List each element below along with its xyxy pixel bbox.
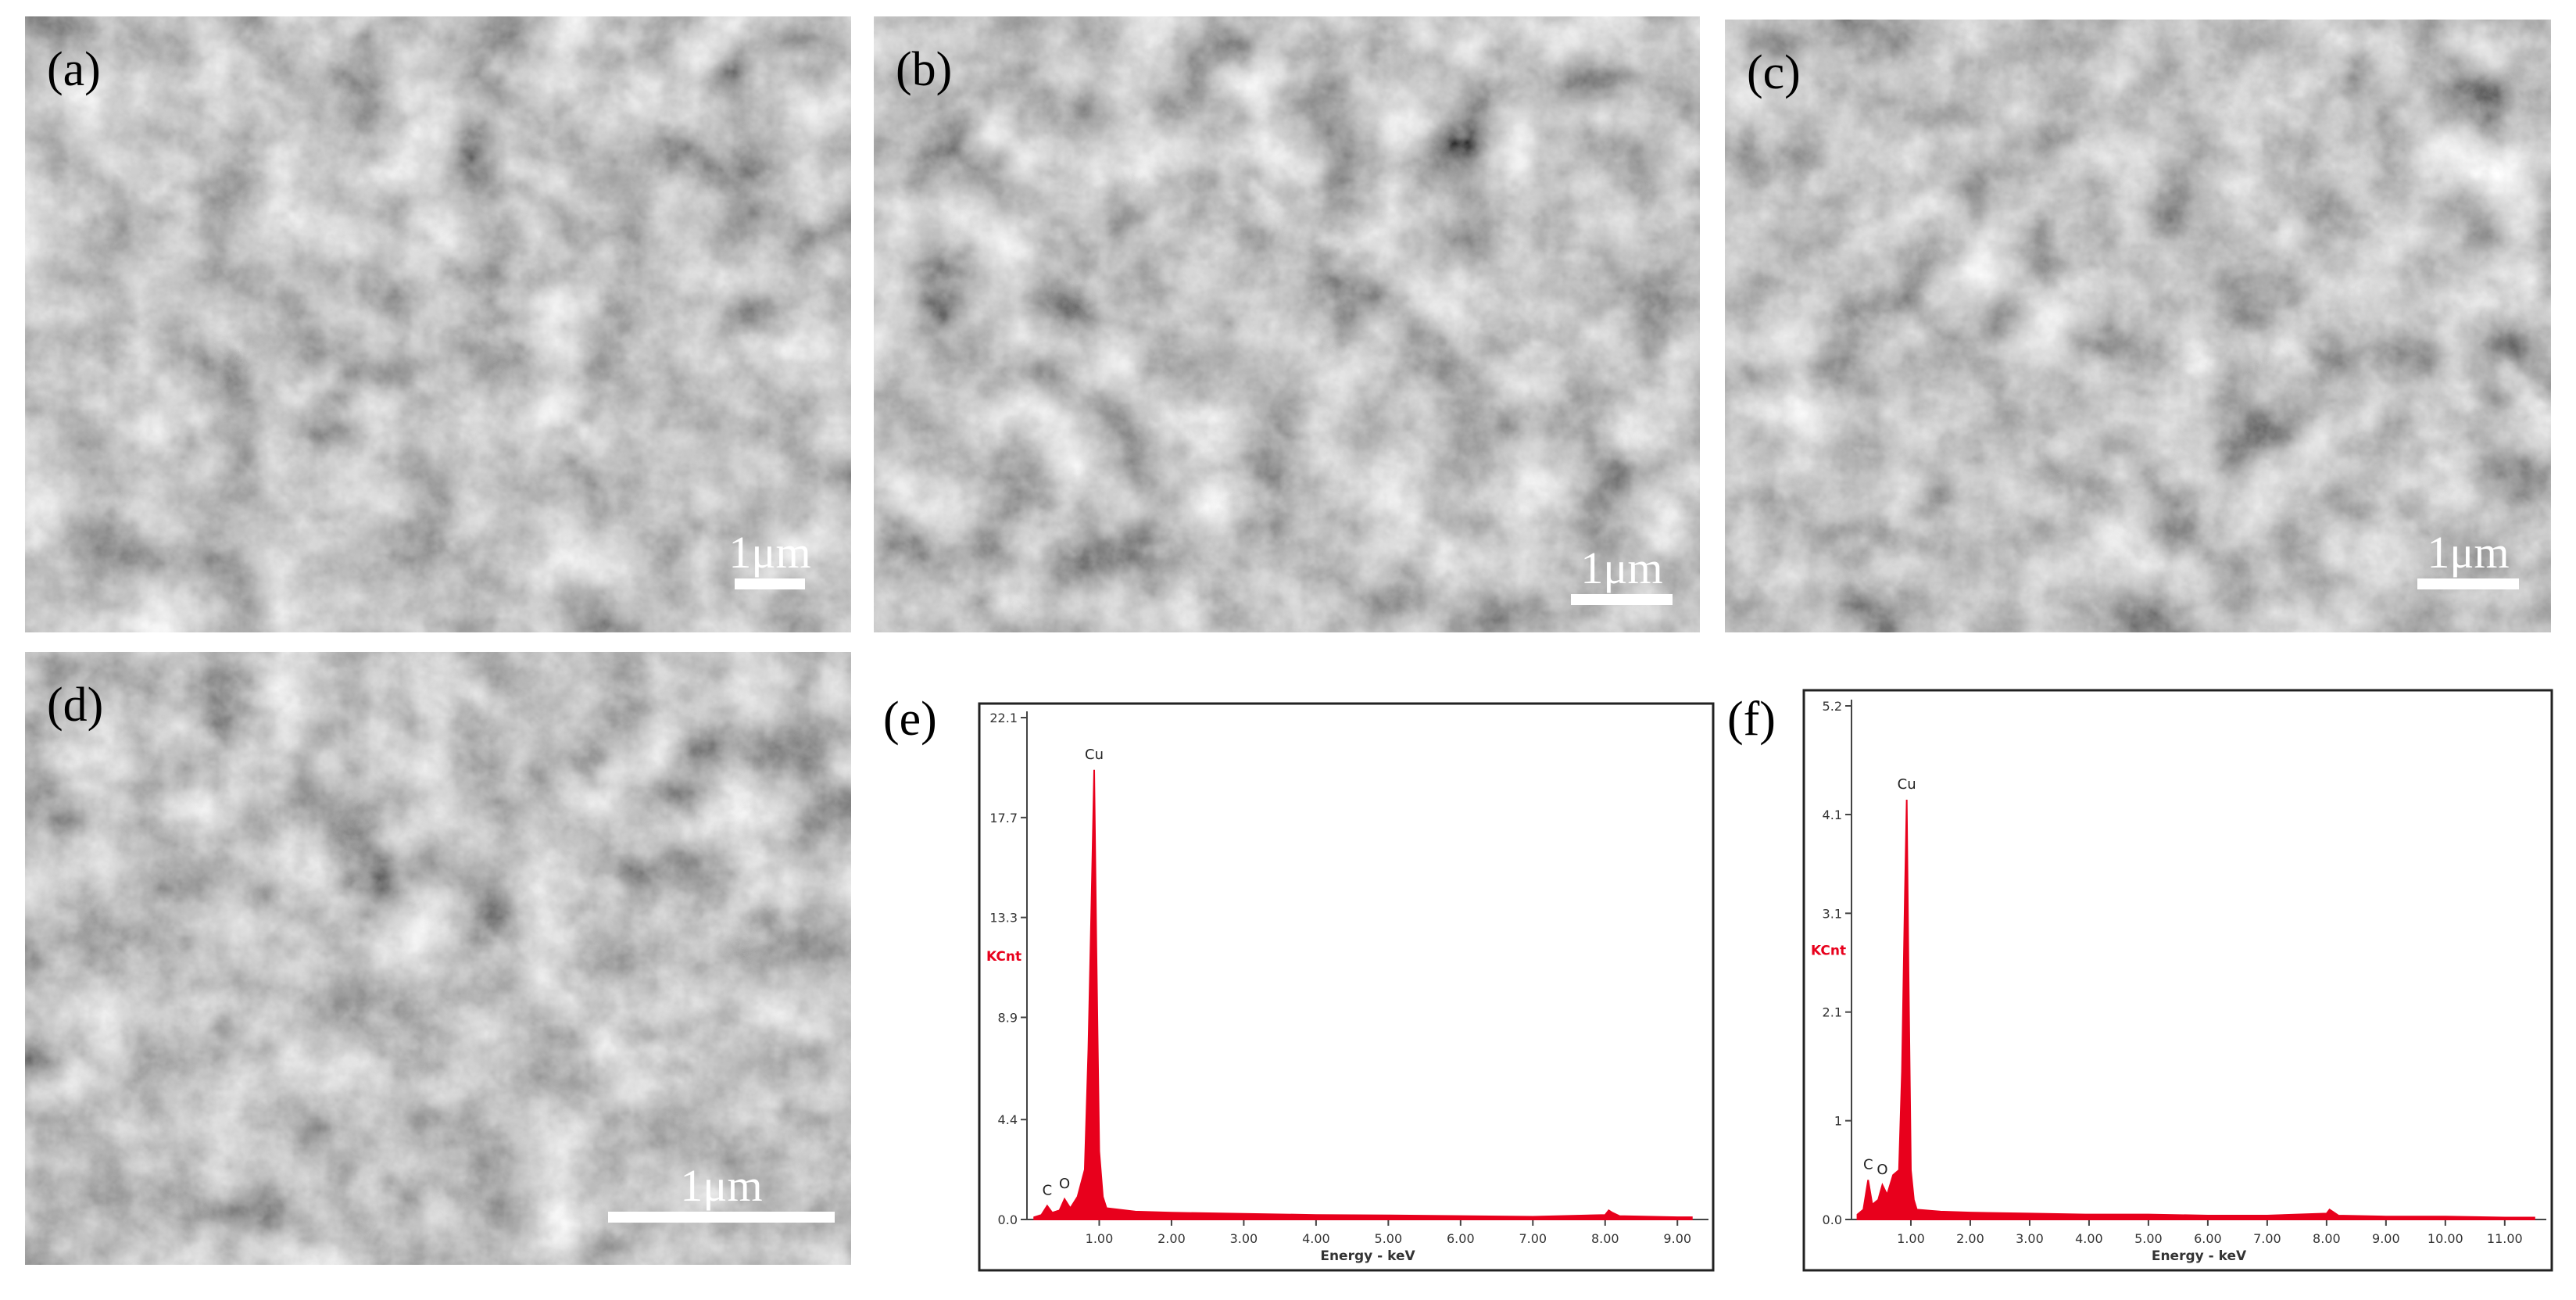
y-tick-label: 4.4 [998,1112,1018,1127]
peak-label: Cu [1898,776,1916,793]
sem-image [25,652,851,1265]
scale-bar-label: 1μm [680,1160,762,1211]
x-tick-label: 9.00 [1663,1231,1691,1246]
chart-frame [1802,689,2553,1272]
scale-bar-label: 1μm [728,527,810,578]
x-tick-label: 7.00 [2253,1231,2281,1246]
y-tick-label: 1 [1834,1114,1842,1129]
x-tick-label: 3.00 [1230,1231,1258,1246]
x-tick-label: 7.00 [1519,1231,1547,1246]
y-tick-label: 2.1 [1823,1005,1842,1020]
x-tick-label: 2.00 [1956,1231,1984,1246]
x-tick-label: 5.00 [2134,1231,2163,1246]
y-tick-label: 0.0 [998,1212,1018,1227]
x-axis-label: Energy - keV [1320,1248,1415,1264]
y-axis-label: KCnt [1811,944,1846,959]
peak-label: Cu [1085,747,1104,763]
y-tick-label: 5.2 [1823,699,1842,714]
x-tick-label: 6.00 [1447,1231,1475,1246]
scale-bar [1571,594,1673,605]
x-tick-label: 2.00 [1157,1231,1186,1246]
peak-label: O [1877,1162,1887,1178]
y-tick-label: 13.3 [989,911,1018,926]
y-axis-label: KCnt [986,949,1021,965]
x-tick-label: 4.00 [1302,1231,1330,1246]
scale-bar [735,578,805,589]
sem-image [25,16,851,632]
y-tick-label: 22.1 [989,711,1018,725]
y-tick-label: 3.1 [1823,906,1842,921]
panel-label: (f) [1727,693,1776,746]
x-tick-label: 3.00 [2016,1231,2044,1246]
sem-image [874,16,1700,632]
x-tick-label: 1.00 [1897,1231,1925,1246]
scale-bar [608,1212,835,1223]
x-tick-label: 5.00 [1375,1231,1403,1246]
x-tick-label: 6.00 [2194,1231,2222,1246]
peak-label: C [1863,1156,1873,1173]
x-tick-label: 8.00 [1591,1231,1619,1246]
y-tick-label: 8.9 [998,1010,1018,1025]
panel-label: (d) [47,679,103,732]
y-tick-label: 0.0 [1823,1212,1842,1227]
y-tick-label: 17.7 [989,811,1018,825]
spectrum [1856,800,2535,1220]
scale-bar [2417,578,2519,589]
x-tick-label: 9.00 [2372,1231,2400,1246]
x-tick-label: 4.00 [2075,1231,2103,1246]
x-tick-label: 8.00 [2313,1231,2341,1246]
panel-label: (e) [883,693,937,746]
x-tick-label: 11.00 [2487,1231,2523,1246]
scale-bar-label: 1μm [2427,527,2509,578]
x-tick-label: 10.00 [2428,1231,2463,1246]
panel-label: (a) [47,43,101,96]
x-tick-label: 1.00 [1086,1231,1114,1246]
spectrum [1033,769,1693,1220]
peak-label: C [1043,1183,1053,1199]
panel-label: (b) [896,43,952,96]
sem-image [1725,20,2551,632]
scale-bar-label: 1μm [1580,543,1662,593]
peak-label: O [1059,1176,1070,1192]
panel-label: (c) [1747,46,1801,99]
x-axis-label: Energy - keV [2152,1248,2247,1264]
y-tick-label: 4.1 [1823,808,1842,822]
